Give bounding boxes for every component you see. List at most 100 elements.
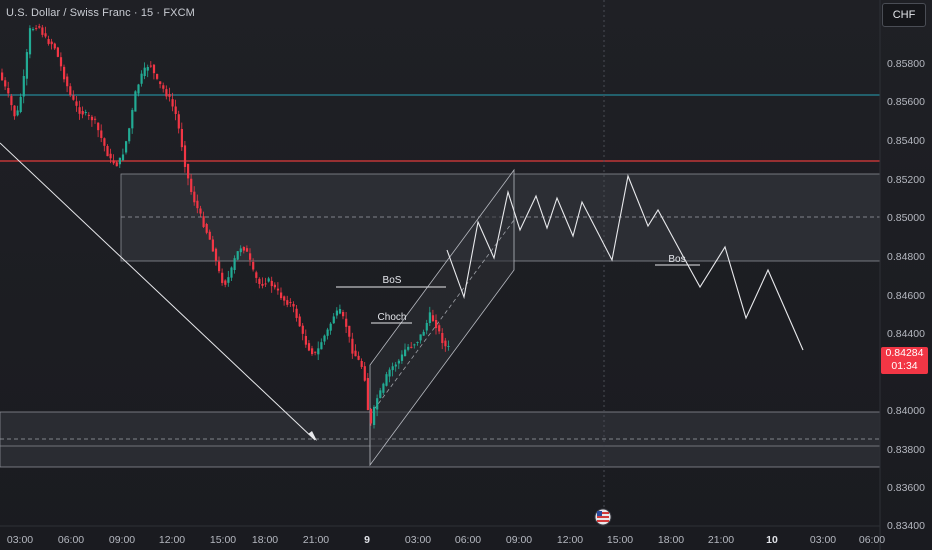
candle-body [81, 111, 84, 115]
currency-button[interactable]: CHF [882, 3, 926, 27]
candle-body [345, 318, 348, 327]
candle-body [103, 138, 106, 146]
time-tick-label: 21:00 [708, 534, 734, 546]
candle-body [137, 84, 140, 94]
candle-body [307, 343, 311, 351]
candle-body [273, 284, 276, 288]
candle-body [196, 200, 199, 209]
price-tick-label: 0.84600 [887, 290, 925, 302]
candle-body [218, 261, 221, 272]
candle-body [379, 390, 382, 398]
price-tick-label: 0.84000 [887, 405, 925, 417]
candle-body [369, 409, 373, 424]
candle-body [221, 272, 224, 283]
candle-body [168, 94, 171, 97]
candle-body [177, 114, 180, 129]
candle-body [230, 267, 233, 278]
candle-body [69, 86, 72, 96]
candle-body [125, 141, 128, 153]
candle-body [227, 277, 230, 283]
candles [1, 23, 450, 429]
price-tick-label: 0.84400 [887, 328, 925, 340]
candle-body [295, 308, 298, 318]
time-axis[interactable]: 03:00 06:00 09:00 12:00 15:00 18:00 21:00 9 03:0… [7, 534, 885, 546]
candle-body [320, 342, 323, 350]
candle-body [143, 67, 146, 76]
candle-body [335, 310, 338, 316]
candle-body [410, 346, 413, 348]
price-tick-label: 0.84800 [887, 251, 925, 263]
time-tick-label: 18:00 [252, 534, 278, 546]
price-axis[interactable]: 0.85800 0.85600 0.85400 0.85200 0.85000 0.848… [887, 58, 925, 532]
candle-body [7, 88, 10, 94]
price-tick-label: 0.83400 [887, 520, 925, 532]
candle-body [112, 160, 115, 164]
time-tick-label: 15:00 [607, 534, 633, 546]
candle-body [106, 146, 109, 157]
candle-body [180, 129, 183, 148]
candle-body [385, 374, 388, 386]
candle-body [131, 109, 134, 129]
time-tick-label: 09:00 [109, 534, 135, 546]
time-tick-label: 03:00 [7, 534, 33, 546]
candle-body [214, 248, 218, 262]
candle-body [32, 29, 35, 31]
candle-body [97, 122, 100, 131]
candle-body [394, 364, 397, 367]
candle-body [149, 65, 152, 67]
candle-body [301, 325, 304, 334]
trendline[interactable] [0, 142, 316, 441]
candle-body [245, 248, 249, 252]
time-tick-label: 15:00 [210, 534, 236, 546]
candle-body [292, 304, 295, 307]
candle-body [283, 296, 286, 301]
candle-body [431, 315, 435, 322]
candle-body [413, 344, 416, 346]
candle-body [66, 76, 69, 87]
candle-body [400, 354, 404, 361]
candle-body [351, 338, 354, 354]
candle-body [94, 118, 97, 120]
candle-body [44, 33, 47, 37]
projection-path[interactable] [446, 174, 804, 351]
candle-body [261, 284, 264, 286]
trend-drawings [0, 142, 804, 441]
candle-body [190, 178, 193, 192]
channel [369, 168, 515, 467]
price-tick-label: 0.85800 [887, 58, 925, 70]
candle-body [435, 320, 438, 329]
candle-body [280, 292, 283, 299]
candle-body [236, 251, 239, 260]
candle-body [128, 128, 131, 142]
demand-zone[interactable] [0, 411, 881, 468]
candle-body [1, 72, 4, 81]
candle-body [47, 39, 50, 44]
candle-body [115, 162, 118, 167]
symbol-title[interactable]: U.S. Dollar / Swiss Franc · 15 · FXCM [6, 7, 195, 19]
candle-body [162, 85, 165, 89]
candle-body [90, 116, 94, 121]
us-flag-event-icon[interactable] [594, 508, 612, 526]
candle-body [276, 288, 280, 291]
candle-body [289, 302, 292, 304]
candle-body [314, 351, 317, 353]
candle-body [404, 349, 407, 356]
candle-body [84, 112, 87, 114]
candle-body [267, 278, 270, 282]
candle-body [118, 157, 121, 165]
price-tick-label: 0.83800 [887, 444, 925, 456]
candle-body [202, 216, 205, 227]
candle-body [211, 239, 214, 252]
bos-label: BoS [383, 275, 402, 286]
candle-body [304, 336, 307, 345]
candle-body [193, 191, 196, 203]
candle-body [441, 333, 444, 344]
candle-body [59, 57, 63, 67]
candle-body [317, 348, 320, 355]
candle-body [171, 99, 174, 107]
candle-body [56, 47, 59, 57]
choch-label: Choch [378, 312, 407, 323]
candle-body [357, 355, 360, 360]
